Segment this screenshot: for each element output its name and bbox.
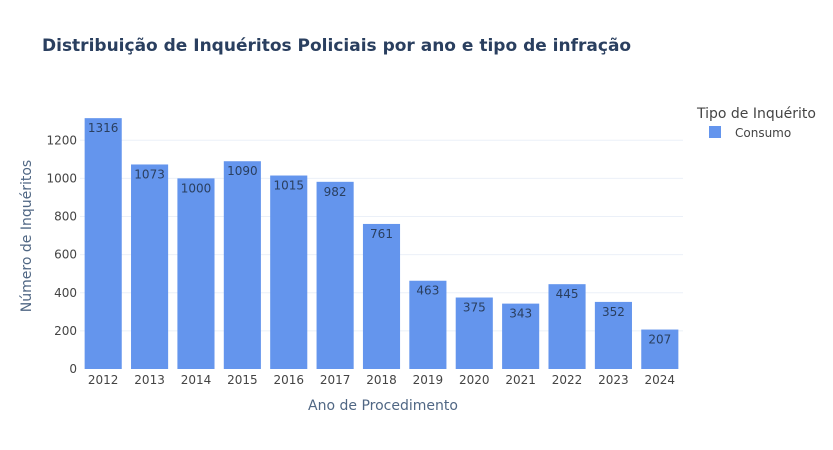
chart-title: Distribuição de Inquéritos Policiais por… — [42, 36, 631, 56]
x-axis-ticks: 2012 2013 2014 2015 2016 2017 2018 2019 2020 2021… — [88, 373, 675, 387]
x-tick-label: 2024 — [645, 373, 676, 387]
bar-2013[interactable] — [131, 164, 169, 369]
legend-label-consumo[interactable]: Consumo — [735, 126, 791, 140]
y-tick-label: 0 — [69, 362, 77, 376]
bar-value-label: 445 — [556, 287, 579, 301]
bar-2017[interactable] — [316, 181, 354, 369]
bar-2019[interactable] — [409, 280, 447, 369]
x-tick-label: 2023 — [598, 373, 629, 387]
legend-title: Tipo de Inquérito — [696, 106, 816, 122]
y-axis-title: Número de Inquéritos — [19, 160, 35, 312]
y-tick-label: 600 — [54, 248, 77, 262]
x-tick-label: 2013 — [134, 373, 165, 387]
bar-2014[interactable] — [177, 178, 215, 369]
y-tick-label: 400 — [54, 286, 77, 300]
bar-value-label: 1073 — [134, 167, 165, 181]
y-axis-ticks: 0 200 400 600 800 1000 1200 — [46, 133, 77, 376]
bar-2023[interactable] — [594, 301, 632, 369]
bar-value-label: 207 — [648, 333, 671, 347]
bar-2016[interactable] — [270, 175, 308, 369]
bars: 1316 1073 1000 1090 1015 982 761 463 375 343 445 35… — [84, 118, 679, 369]
x-axis-title: Ano de Procedimento — [308, 398, 458, 414]
bar-2022[interactable] — [548, 284, 586, 369]
x-tick-label: 2018 — [366, 373, 397, 387]
x-tick-label: 2015 — [227, 373, 258, 387]
bar-value-label: 761 — [370, 227, 393, 241]
bar-value-label: 1316 — [88, 121, 119, 135]
x-tick-label: 2014 — [181, 373, 212, 387]
x-tick-label: 2012 — [88, 373, 119, 387]
y-tick-label: 1000 — [46, 171, 77, 185]
bar-2021[interactable] — [502, 303, 540, 369]
x-tick-label: 2021 — [505, 373, 536, 387]
x-tick-label: 2017 — [320, 373, 351, 387]
bar-value-label: 1090 — [227, 164, 258, 178]
bar-2012[interactable] — [84, 118, 122, 369]
legend-swatch-consumo[interactable] — [709, 126, 721, 138]
bar-value-label: 1015 — [273, 179, 304, 193]
y-tick-label: 800 — [54, 210, 77, 224]
bar-value-label: 375 — [463, 301, 486, 315]
bar-value-label: 463 — [416, 284, 439, 298]
x-tick-label: 2020 — [459, 373, 490, 387]
bar-2018[interactable] — [362, 223, 401, 369]
bar-2024[interactable] — [641, 329, 679, 369]
bar-value-label: 1000 — [181, 181, 212, 195]
bar-value-label: 352 — [602, 305, 625, 319]
y-tick-label: 200 — [54, 324, 77, 338]
x-tick-label: 2022 — [552, 373, 583, 387]
bar-value-label: 343 — [509, 307, 532, 321]
x-tick-label: 2016 — [273, 373, 304, 387]
y-tick-label: 1200 — [46, 133, 77, 147]
bar-2015[interactable] — [223, 161, 261, 369]
x-tick-label: 2019 — [413, 373, 444, 387]
bar-2020[interactable] — [455, 297, 493, 369]
bar-value-label: 982 — [324, 185, 347, 199]
